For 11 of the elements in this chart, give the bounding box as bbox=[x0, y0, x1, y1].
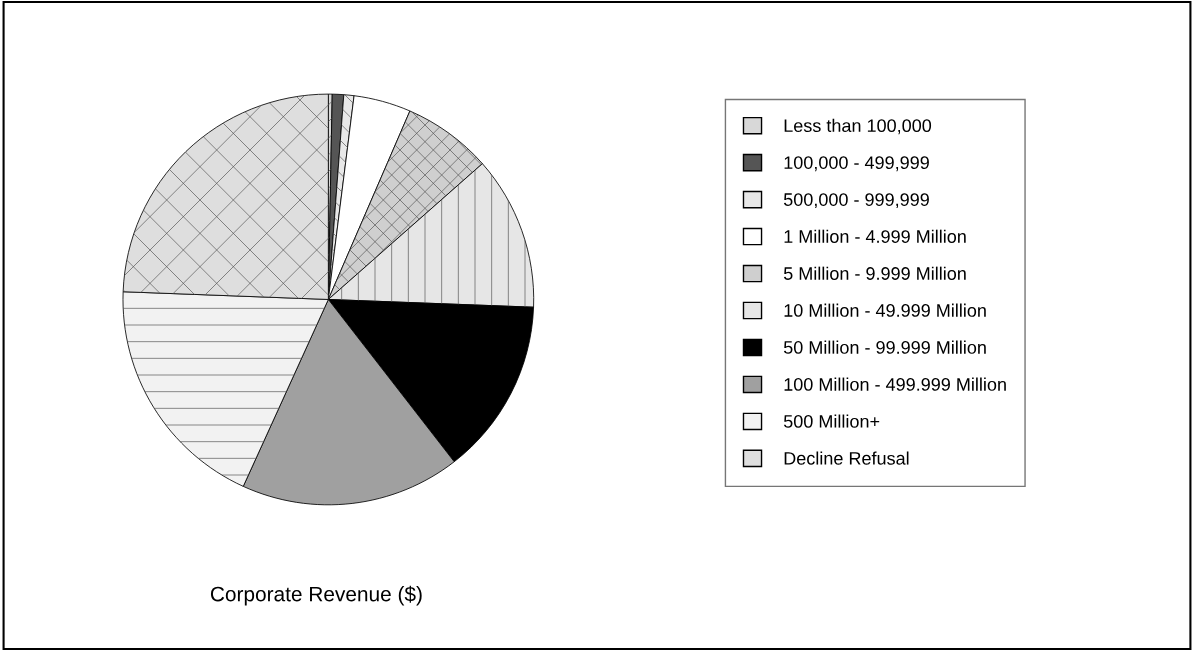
legend-label: Decline Refusal bbox=[784, 451, 909, 465]
legend-label: 10 Million - 49.999 Million bbox=[784, 303, 986, 317]
legend-label: 50 Million - 99.999 Million bbox=[783, 340, 986, 354]
legend-label: 100 Million - 499.999 Million bbox=[784, 377, 1006, 391]
legend-label: 500,000 - 999,999 bbox=[783, 193, 929, 209]
text: Corporate Revenue ($) bbox=[210, 585, 422, 606]
legend-label: 5 Million - 9.999 Million bbox=[783, 266, 966, 280]
legend-label: 100,000 - 499,999 bbox=[784, 156, 929, 172]
legend-label: 1 Million - 4.999 Million bbox=[784, 229, 966, 243]
legend-label: 500 Million+ bbox=[783, 414, 880, 428]
legend-label: Less than 100,000 bbox=[784, 118, 932, 135]
